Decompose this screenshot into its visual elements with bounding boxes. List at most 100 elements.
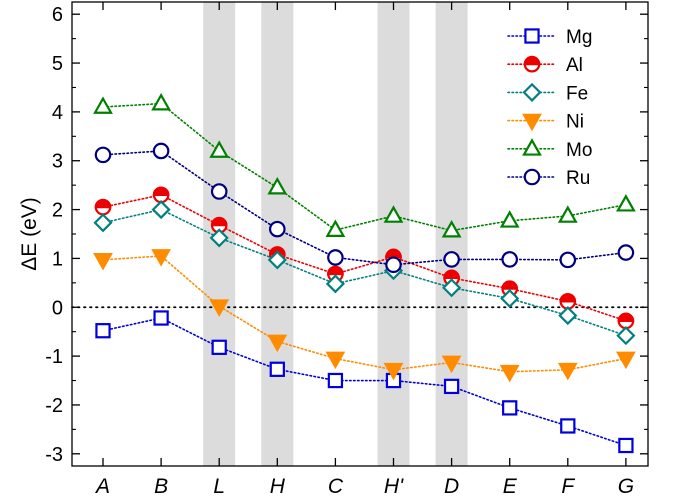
marker-mo-c [325,219,346,237]
marker-ru-a [94,146,112,164]
y-axis: -3 -2 -1 0 1 2 3 4 5 6 [45,4,648,466]
y-tick-label: 5 [52,53,63,75]
legend-label-ru: Ru [566,168,590,189]
marker-fe-a [93,213,113,233]
marker-ru-h [268,220,286,238]
marker-mo-b [151,92,171,111]
marker-ru-l [210,183,228,200]
y-axis-label: ΔE (eV) [18,197,41,271]
marker-fe-h [267,250,287,270]
x-tick-label-b: B [154,475,168,498]
series-line-ru [102,150,627,266]
marker-ni-b [151,249,171,267]
legend-marker-al [523,55,541,73]
series-line-mo [102,102,627,232]
x-tick-label-g: G [618,475,634,498]
legend-label-mo: Mo [566,140,592,161]
legend-entry-al: Al [507,55,583,76]
legend: Mg Al Fe Ni Mo Ru [507,27,592,189]
marker-ru-e [501,251,518,268]
legend-marker-ru [523,168,541,186]
marker-mo-g [616,194,636,212]
legend-marker-mg [524,28,540,44]
marker-fe-e [500,288,520,309]
y-tick-label: 6 [52,4,63,26]
y-tick-label: -3 [45,444,63,466]
marker-al-g [617,312,635,330]
marker-fe-d [442,278,462,298]
x-tick-label-l: L [213,475,225,498]
marker-mg-b [153,310,169,326]
marker-mo-l [209,140,230,158]
marker-mo-h [383,205,404,223]
legend-label-ni: Ni [566,112,584,133]
legend-marker-ni [522,113,542,132]
marker-ni-e [499,364,520,383]
marker-mg-d [443,378,460,395]
marker-ru-h [385,256,402,274]
marker-fe-f [558,306,578,326]
marker-al-b [152,186,170,204]
series-lines [102,102,627,447]
marker-ni-c [325,351,346,370]
marker-mg-f [560,418,576,434]
marker-ni-g [616,351,636,370]
marker-mo-h [267,176,288,195]
marker-al-d [443,269,460,287]
marker-ru-f [559,251,577,269]
marker-ni-l [209,299,230,317]
marker-mg-g [618,437,634,454]
marker-ni-f [557,362,578,381]
marker-mg-e [502,400,518,416]
marker-ru-b [152,142,170,160]
y-tick-label: 1 [52,248,63,270]
marker-ni-h [267,334,288,353]
series-markers [93,92,636,454]
marker-ni-d [441,355,462,374]
series-line-mg [102,317,627,447]
legend-label-mg: Mg [566,27,592,48]
y-tick-label: 3 [52,151,63,173]
x-tick-label-e: E [503,475,518,498]
marker-mo-f [557,205,578,223]
marker-mg-c [327,372,344,389]
x-tick-label-d: D [444,475,459,498]
marker-ru-c [327,249,344,266]
legend-entry-fe: Fe [507,82,588,104]
marker-ni-h [383,362,404,381]
y-tick-label: 0 [52,297,63,319]
marker-fe-g [616,326,636,346]
x-axis: A B L H C H' D E F G [94,2,634,498]
legend-entry-ni: Ni [507,112,584,133]
marker-mg-h [269,361,285,377]
y-tick-label: 4 [52,102,63,124]
marker-al-f [559,293,577,310]
y-tick-label: -1 [45,346,63,368]
y-tick-label: 2 [52,200,63,222]
legend-label-fe: Fe [566,83,588,104]
marker-mo-a [93,96,113,114]
marker-mo-d [441,219,462,238]
series-line-fe [102,208,627,337]
marker-mo-e [499,210,520,228]
marker-al-e [501,280,519,298]
legend-marker-fe [522,82,542,102]
series-line-al [102,194,627,322]
legend-marker-mo [522,138,542,156]
marker-ru-g [617,244,635,261]
x-tick-label-h: H' [384,475,404,498]
marker-ru-d [443,251,460,268]
marker-fe-b [151,200,171,220]
series-line-ni [102,255,627,373]
legend-label-al: Al [566,55,583,76]
marker-fe-c [325,274,345,294]
marker-al-a [94,198,112,216]
x-tick-label-f: F [561,475,575,498]
marker-mg-a [95,323,111,339]
marker-mg-l [211,339,227,355]
legend-entry-ru: Ru [507,168,590,189]
marker-ni-a [93,253,113,271]
plot-frame [71,1,649,467]
x-tick-label-c: C [328,475,344,498]
